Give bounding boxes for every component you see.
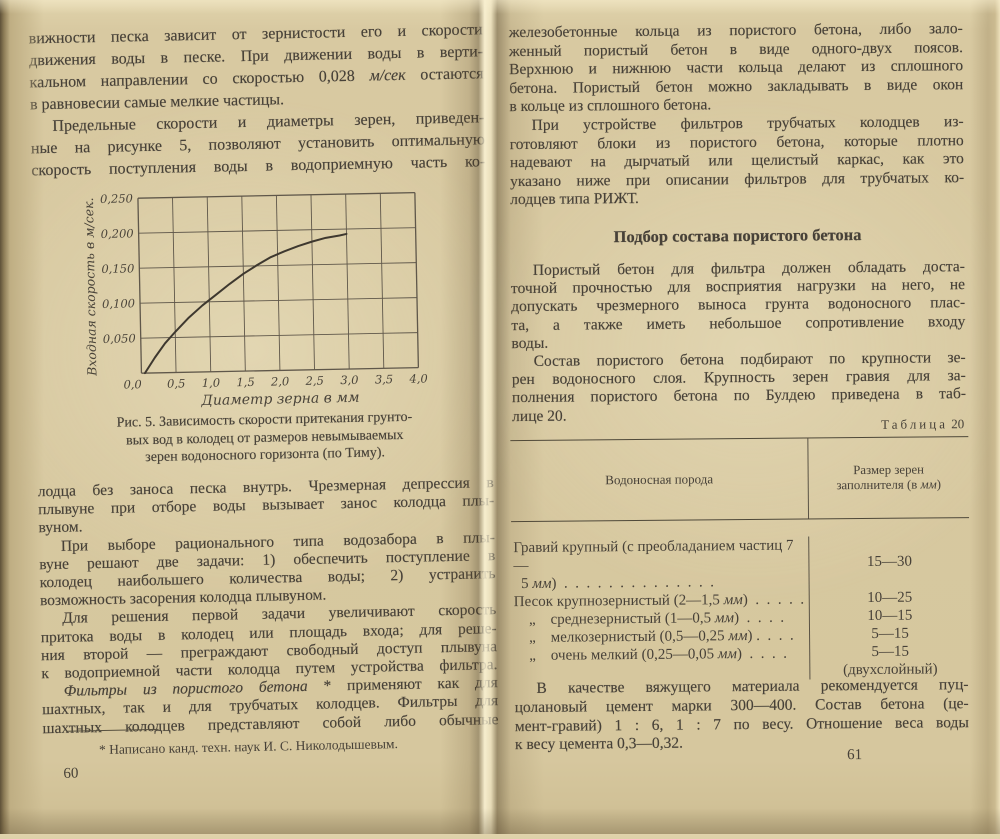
right-top-text: железобетонные кольца из пористого бетон… xyxy=(509,20,965,210)
table-cell-grain-size: 10—15 xyxy=(808,607,970,627)
table-header-col1: Водоносная порода xyxy=(605,471,714,488)
right-page: железобетонные кольца из пористого бетон… xyxy=(500,0,1000,834)
right-bottom-text: В качестве вяжущего материала рекомендуе… xyxy=(514,676,969,755)
grid-line-horizontal xyxy=(140,297,417,304)
table-header-line: Размер зерен xyxy=(853,462,925,478)
grid-line-vertical xyxy=(310,194,315,370)
section-heading: Подбор состава пористого бетона xyxy=(613,225,862,247)
x-tick-label: 3,5 xyxy=(375,372,394,386)
table-cell-rock-type: „ очень мелкий (0,25—0,05 мм) . . . . xyxy=(512,644,809,682)
left-bottom-text: лодца без заноса песка внутрь. Чрезмерна… xyxy=(38,474,499,738)
table-value-line: 10—25 xyxy=(867,589,913,607)
table-cell-grain-size: 15—30 xyxy=(808,535,970,591)
grid-line-vertical xyxy=(345,194,350,370)
y-axis-title: Входная скорость в м/сек. xyxy=(81,197,100,377)
figure-5-chart: 0,0 0,5 1,0 1,5 2,0 2,5 3,0 3,5 4,0 0,050 0,100 0,1… xyxy=(80,182,437,419)
paragraph: вижности песка зависит от зернистости ег… xyxy=(28,19,484,116)
figure-caption: Рис. 5. Зависимость скорости притекания … xyxy=(66,408,463,468)
table-cell-line: Гравий крупный (с преобладанием частиц 7… xyxy=(513,537,794,575)
x-tick-label: 0,5 xyxy=(167,376,186,390)
page-number-left: 60 xyxy=(63,765,79,782)
paragraph: железобетонные кольца из пористого бетон… xyxy=(509,20,964,117)
table-value-line: 15—30 xyxy=(866,553,912,571)
x-tick-label: 0,0 xyxy=(123,377,142,391)
page-number-right: 61 xyxy=(847,747,863,764)
y-tick-label: 0,200 xyxy=(101,226,134,241)
x-tick-label: 3,0 xyxy=(340,373,359,387)
footnote-text: * Написано канд. техн. наук И. С. Николо… xyxy=(98,736,399,758)
y-tick-label: 0,150 xyxy=(101,261,134,276)
left-page: вижности песка зависит от зернистости ег… xyxy=(0,0,500,834)
paragraph: Предельные скорости и диаметры зерен, пр… xyxy=(30,107,486,182)
grid-line-vertical xyxy=(379,193,385,369)
grid-line-horizontal xyxy=(140,332,418,339)
table-header-line: заполнителя (в мм) xyxy=(836,477,942,493)
grid-line-horizontal xyxy=(141,366,419,374)
table-label: Таблица 20 xyxy=(512,416,964,436)
x-tick-label: 1,5 xyxy=(236,375,255,389)
x-axis-title: Диаметр зерна в мм xyxy=(200,390,359,409)
grid-line-horizontal xyxy=(137,191,415,199)
table-cell-grain-size: 5—15 xyxy=(808,625,971,645)
table-cell-grain-size: 5—15 (двухслойный) xyxy=(809,643,971,680)
table-header-col2: Размер зерен заполнителя (в мм) xyxy=(807,437,970,519)
table-value-line: 5—15 xyxy=(871,643,910,660)
grid-line-vertical xyxy=(275,195,281,371)
paragraph: лодца без заноса песка внутрь. Чрезмерна… xyxy=(38,474,495,538)
left-page-content: вижности песка зависит от зернистости ег… xyxy=(28,19,499,782)
paragraph: При выборе рационального типа водозабора… xyxy=(39,529,496,611)
grid-line-vertical xyxy=(241,196,246,372)
paragraph: Для решения первой задачи увеличивают ск… xyxy=(40,602,498,684)
table-20: Водоносная порода Размер зерен заполнител… xyxy=(510,436,971,683)
y-tick-label: 0,050 xyxy=(103,331,136,346)
table-cell-rock-type: Гравий крупный (с преобладанием частиц 7… xyxy=(511,536,808,593)
x-tick-label: 2,5 xyxy=(304,374,324,388)
paragraph: Состав пористого бетона подбирают по кру… xyxy=(512,349,967,426)
table-header-row: Водоносная порода Размер зерен заполнител… xyxy=(510,437,970,523)
paragraph: Фильтры из пористого бетона * применяют … xyxy=(42,674,499,738)
table-label-number: 20 xyxy=(951,416,965,432)
table-value-line: 5—15 xyxy=(871,625,909,643)
grid-line-horizontal xyxy=(139,262,417,269)
grain-velocity-chart: 0,0 0,5 1,0 1,5 2,0 2,5 3,0 3,5 4,0 0,050 0,100 0,1… xyxy=(81,191,428,409)
left-top-text: вижности песка зависит от зернистости ег… xyxy=(28,19,486,182)
table-body: Гравий крупный (с преобладанием частиц 7… xyxy=(511,518,971,682)
grid-line-vertical xyxy=(414,192,420,368)
table-row: Гравий крупный (с преобладанием частиц 7… xyxy=(511,535,970,593)
right-middle-text: Пористый бетон для фильтра должен облада… xyxy=(511,258,966,426)
paragraph: В качестве вяжущего материала рекомендуе… xyxy=(514,676,969,755)
grid-line-vertical xyxy=(137,198,143,374)
x-tick-label: 1,0 xyxy=(202,376,221,390)
paragraph: При устройстве фильтров трубчатых колодц… xyxy=(510,113,965,210)
table-cell-line: „ очень мелкий (0,25—0,05 мм) . . . . xyxy=(514,645,788,665)
x-tick-label: 4,0 xyxy=(408,371,428,385)
grid-line-vertical xyxy=(206,196,212,372)
text-line: к весу цемента 0,3—0,32. xyxy=(514,734,684,754)
paragraph: Пористый бетон для фильтра должен облада… xyxy=(511,258,966,353)
table-value-line: 10—15 xyxy=(867,607,913,625)
right-page-content: железобетонные кольца из пористого бетон… xyxy=(497,0,1000,836)
text-line: лодцев типа РИЖТ. xyxy=(510,190,639,209)
table-cell-grain-size: 10—25 xyxy=(808,589,970,609)
x-tick-label: 2,0 xyxy=(270,374,290,388)
grid-line-vertical xyxy=(172,197,177,373)
table-label-word: Таблица xyxy=(881,416,949,432)
paragraph: Рис. 5. Зависимость скорости притекания … xyxy=(66,408,463,468)
y-tick-label: 0,250 xyxy=(100,191,133,206)
data-curve xyxy=(143,232,348,375)
grid-line-horizontal xyxy=(138,227,416,234)
y-tick-label: 0,100 xyxy=(102,296,135,311)
